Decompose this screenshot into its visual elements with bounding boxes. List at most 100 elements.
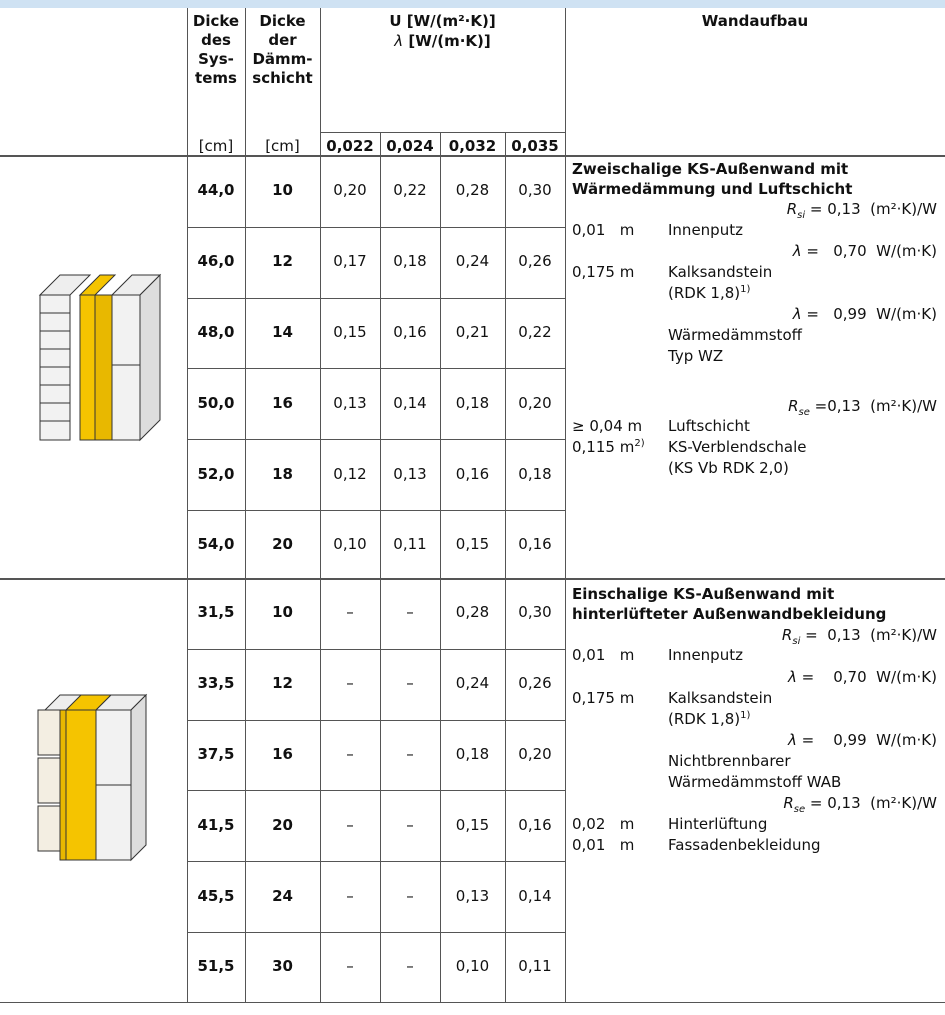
cell: 16 [272, 745, 293, 763]
rule [0, 155, 945, 157]
rule [187, 648, 565, 650]
cell: 0,22 [518, 323, 552, 341]
cell: 0,30 [518, 181, 552, 200]
rule [187, 226, 565, 228]
description-line: Wärmedämmstoff [572, 326, 802, 344]
cell: 0,20 [518, 745, 552, 763]
description-line: λ = 0,70 W/(m·K) [565, 242, 937, 260]
description-line: (RDK 1,8)1) [572, 284, 750, 302]
cell: 0,18 [455, 745, 490, 763]
description-line: Rsi = 0,13 (m²·K)/W [565, 626, 937, 647]
cell: – [406, 957, 414, 976]
cell: 51,5 [197, 957, 235, 976]
value: =0,13 (m²·K)/W [814, 397, 937, 415]
rule [380, 132, 381, 1003]
text: Typ WZ [668, 347, 724, 365]
rule [187, 368, 565, 370]
cell: – [346, 957, 354, 976]
description-line: Nichtbrennbarer [572, 752, 791, 770]
header-text: Dicke [259, 12, 306, 30]
cell: 0,11 [393, 535, 427, 554]
cell: 0,21 [455, 323, 490, 341]
header-text: Sys- [198, 50, 234, 68]
cell: 44,0 [197, 181, 235, 200]
label-box: 0,175 m [572, 263, 668, 281]
cell: 16 [272, 393, 293, 412]
cell: 0,24 [455, 674, 490, 693]
header-text: Dämm- [252, 50, 313, 68]
description-line: Wärmedämmstoff WAB [572, 773, 841, 791]
cell: 0,15 [333, 323, 367, 341]
text: (KS Vb RDK 2,0) [668, 459, 789, 477]
description-title: Wärmedämmung und Luftschicht [572, 180, 853, 198]
cell: – [406, 745, 414, 763]
symbol: R [781, 626, 793, 644]
text: Hinterlüftung [668, 815, 768, 833]
description-line: 0,02 m Hinterlüftung [572, 815, 767, 833]
description-line: 0,115 m2) KS-Verblendschale [572, 438, 807, 456]
rule [187, 861, 565, 863]
cell: 0,16 [393, 323, 427, 341]
lambda-value: 0,035 [511, 137, 559, 155]
cell: 54,0 [197, 535, 235, 554]
cell: 0,26 [518, 252, 552, 271]
cell: 12 [272, 674, 293, 693]
rule [187, 510, 565, 511]
cell: 0,20 [518, 393, 552, 412]
description-line: Rsi = 0,13 (m²·K)/W [565, 200, 937, 221]
rule [320, 132, 565, 133]
rule [0, 1002, 945, 1003]
cell: 0,17 [333, 252, 367, 271]
cell: – [346, 815, 354, 834]
cell: 18 [272, 464, 293, 483]
cell: 0,28 [455, 181, 490, 200]
cell: 10 [272, 181, 293, 200]
header-text: des [201, 31, 231, 49]
text: Kalksandstein [668, 689, 773, 707]
cell: 52,0 [197, 464, 235, 483]
description-title: Zweischalige KS-Außenwand mit [572, 160, 849, 178]
cell: 48,0 [197, 323, 235, 341]
description-line: 0,01 m Fassadenbekleidung [572, 836, 821, 854]
subscript: se [793, 804, 806, 815]
label-box: 0,115 m2) [572, 438, 668, 456]
description-line: 0,175 m Kalksandstein [572, 689, 772, 707]
cell: 0,14 [393, 393, 427, 412]
text: (RDK 1,8) [668, 710, 741, 728]
cell: 0,20 [333, 181, 367, 200]
symbol: R [786, 200, 798, 218]
symbol: R [788, 397, 799, 415]
cell: – [346, 674, 354, 693]
cell: – [346, 745, 354, 763]
cell: 24 [272, 886, 293, 905]
description-line: (RDK 1,8)1) [572, 710, 750, 728]
description-line: Typ WZ [572, 347, 723, 365]
rule [187, 932, 565, 933]
footnote: 1) [740, 710, 751, 721]
cell: 45,5 [197, 886, 235, 905]
cell: 30 [272, 957, 293, 976]
rule [245, 8, 246, 1003]
cell: 0,16 [518, 535, 552, 554]
description-title: hinterlüfteter Außenwandbekleidung [572, 605, 887, 623]
cell: 14 [272, 323, 293, 341]
cell: 0,13 [393, 464, 427, 483]
header-text: λ [W/(m·K)] [320, 32, 565, 50]
lambda-value: 0,022 [326, 137, 374, 155]
label: 0,01 m [572, 221, 635, 239]
value: = 0,70 W/(m·K) [801, 668, 937, 686]
rule [565, 8, 566, 1003]
cell: 31,5 [197, 603, 235, 622]
cell: 0,11 [518, 957, 552, 976]
label: 0,115 m [572, 438, 635, 456]
text: Wärmedämmstoff WAB [668, 773, 842, 791]
cell: 20 [272, 815, 293, 834]
value: = 0,99 W/(m·K) [806, 305, 937, 323]
description-line: (KS Vb RDK 2,0) [572, 459, 789, 477]
rule [187, 8, 188, 1003]
text: Nichtbrennbarer [668, 752, 791, 770]
header-text: schicht [252, 69, 313, 87]
label: 0,02 m [572, 815, 635, 833]
value: = 0,13 (m²·K)/W [805, 626, 937, 644]
label-box: 0,01 m [572, 646, 668, 664]
